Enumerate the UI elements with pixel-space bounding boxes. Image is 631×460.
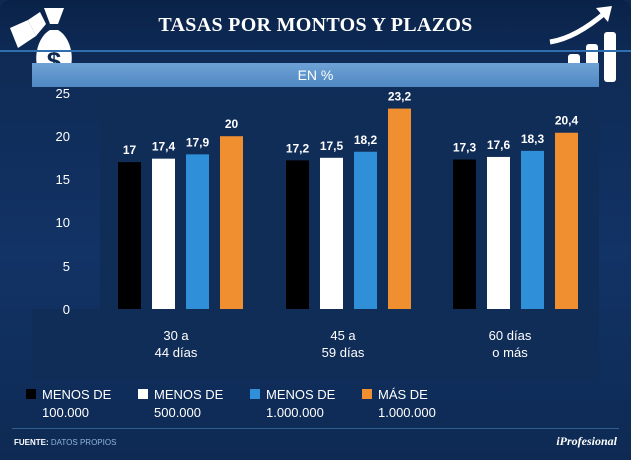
bar-value-label: 17,6 [487, 138, 511, 152]
bar [320, 157, 343, 309]
chart-title: TASAS POR MONTOS Y PLAZOS [158, 14, 473, 36]
bar [118, 162, 141, 309]
source-label: FUENTE: [14, 438, 49, 447]
legend-label-line: 500.000 [154, 405, 201, 420]
bar-value-label: 17,5 [320, 139, 344, 153]
bar-value-label: 20 [225, 117, 239, 131]
legend-label: MENOS DE 500.000 [154, 386, 264, 422]
y-tick-label: 0 [62, 302, 70, 317]
bar [388, 108, 411, 309]
category-label: 60 días o más [450, 327, 570, 361]
chart-subtitle: EN % [297, 67, 334, 83]
legend-label-line: MENOS DE [154, 387, 224, 402]
footer-divider [12, 428, 619, 429]
bar-value-label: 23,2 [388, 90, 412, 104]
y-tick-label: 5 [62, 259, 70, 274]
category-label-line: 59 días [321, 345, 365, 360]
bar [152, 158, 175, 309]
bar [186, 154, 209, 309]
y-tick-label: 25 [55, 86, 70, 101]
legend-label: MENOS DE 1.000.000 [266, 386, 376, 422]
legend-label: MÁS DE 1.000.000 [378, 386, 488, 422]
category-label-line: 44 días [154, 345, 198, 360]
legend-swatch [250, 389, 260, 399]
bar-value-label: 17,2 [286, 141, 310, 155]
bar [487, 156, 510, 309]
y-tick-label: 20 [55, 129, 70, 144]
bar [354, 151, 377, 309]
bar-value-label: 17 [123, 143, 137, 157]
legend-swatch [362, 389, 372, 399]
category-axis-area [32, 309, 599, 381]
title-divider [0, 50, 631, 52]
source-value: DATOS PROPIOS [50, 438, 117, 447]
bar-value-label: 17,9 [186, 135, 210, 149]
bar [220, 136, 243, 309]
bar [521, 150, 544, 309]
bar-value-label: 20,4 [555, 114, 579, 128]
legend-label-line: MÁS DE [378, 387, 428, 402]
category-label: 30 a 44 días [116, 327, 236, 361]
y-tick-label: 15 [55, 172, 70, 187]
bar-value-label: 17,4 [152, 140, 176, 154]
bar-value-label: 18,3 [521, 132, 545, 146]
legend-label-line: 1.000.000 [266, 405, 324, 420]
category-label-line: o más [492, 345, 528, 360]
bar [453, 159, 476, 309]
legend-label-line: MENOS DE [266, 387, 336, 402]
legend-label: MENOS DE 100.000 [42, 386, 152, 422]
source-note: FUENTE: DATOS PROPIOS [14, 438, 116, 447]
legend-swatch [138, 389, 148, 399]
brand-logo: iProfesional [556, 434, 617, 448]
bar [555, 132, 578, 309]
y-tick-label: 10 [55, 215, 70, 230]
legend-label-line: 1.000.000 [378, 405, 436, 420]
header-band [0, 0, 631, 50]
legend-label-line: 100.000 [42, 405, 89, 420]
bar-value-label: 18,2 [354, 133, 378, 147]
category-label-line: 60 días [488, 328, 532, 343]
legend-label-line: MENOS DE [42, 387, 112, 402]
subtitle-bar [32, 63, 599, 87]
legend-swatch [26, 389, 36, 399]
plot-area [100, 93, 599, 309]
category-label-line: 45 a [330, 328, 356, 343]
bar [286, 160, 309, 309]
category-label: 45 a 59 días [283, 327, 403, 361]
category-label-line: 30 a [163, 328, 189, 343]
bar-value-label: 17,3 [453, 141, 477, 155]
